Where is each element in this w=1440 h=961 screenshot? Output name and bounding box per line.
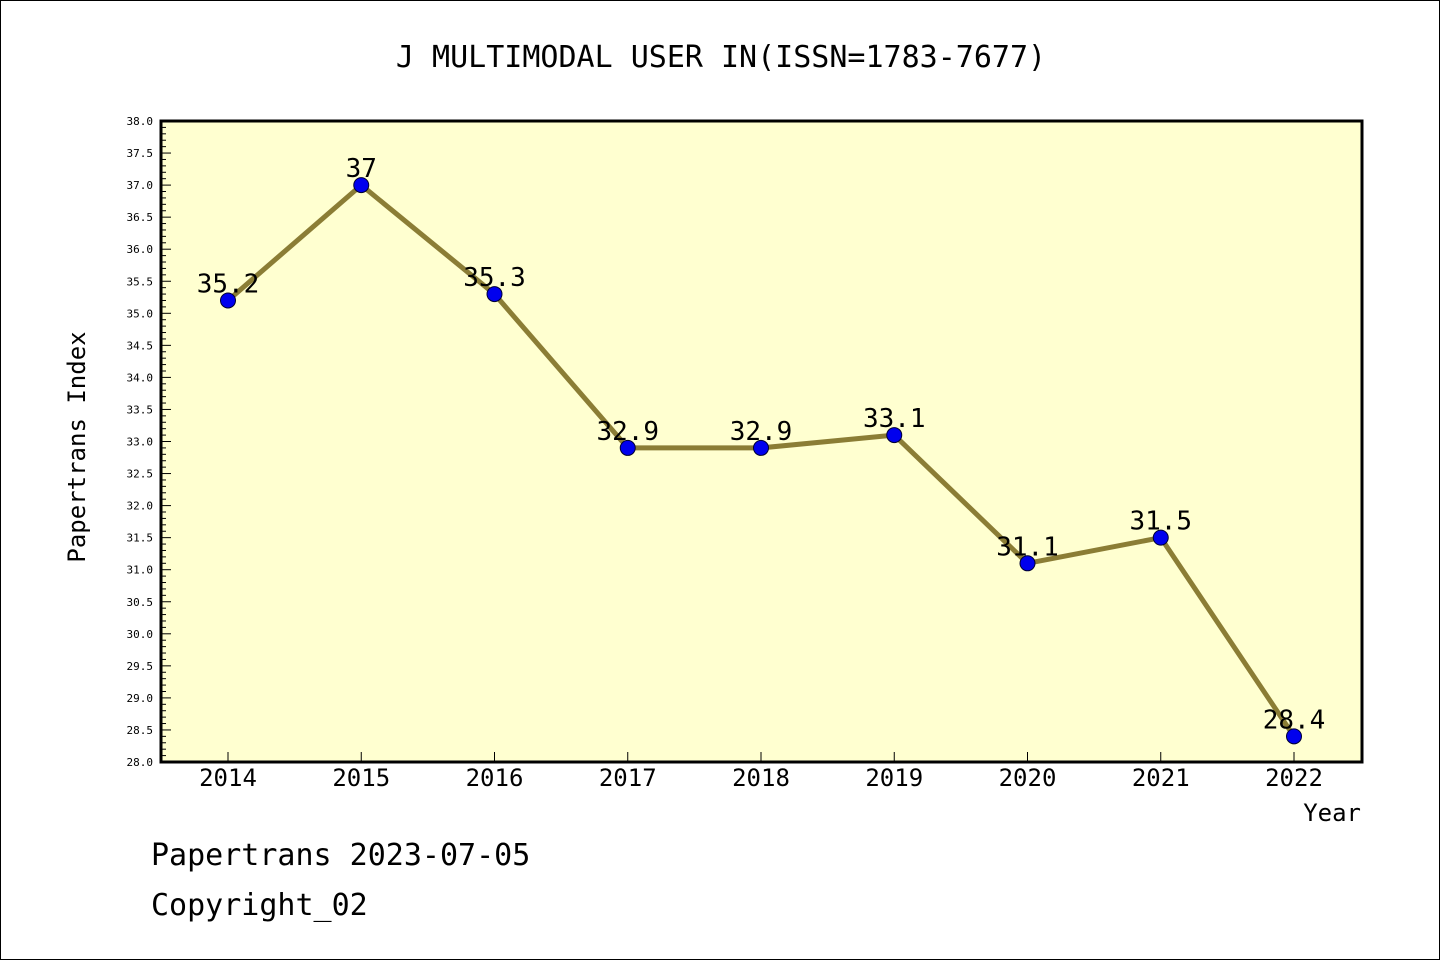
x-tick-label: 2022 <box>1265 764 1323 792</box>
data-point-marker <box>1286 728 1302 745</box>
y-tick-label: 32.5 <box>127 468 154 481</box>
x-axis-label: Year <box>1303 799 1361 827</box>
data-labels: 35.2 37 35.3 32.9 32.9 33.1 31.1 31.5 28.4 <box>197 154 1326 735</box>
data-point-marker <box>619 439 636 456</box>
y-tick-label: 34.0 <box>127 371 154 384</box>
y-tick-label: 38.0 <box>127 115 154 128</box>
y-tick-label: 37.5 <box>127 147 154 160</box>
y-axis-label: Papertrans Index <box>63 331 91 562</box>
y-tick-label: 35.5 <box>127 275 154 288</box>
footer-copyright: Copyright_02 <box>151 888 368 923</box>
x-tick-label: 2017 <box>599 764 657 792</box>
data-value-label: 37 <box>346 154 377 184</box>
y-tick-label: 31.0 <box>127 564 154 577</box>
y-tick-label: 30.0 <box>127 628 154 641</box>
x-tick-label: 2014 <box>199 764 257 792</box>
y-tick-label: 31.5 <box>127 532 154 545</box>
data-value-label: 31.5 <box>1129 507 1192 537</box>
data-value-label: 35.3 <box>463 263 526 293</box>
data-value-label: 32.9 <box>596 417 659 447</box>
y-tick-label: 29.5 <box>127 660 154 673</box>
y-tick-label: 36.5 <box>127 211 154 224</box>
data-point-marker <box>886 427 903 444</box>
y-tick-label: 30.5 <box>127 596 154 609</box>
data-value-label: 28.4 <box>1263 705 1326 735</box>
y-tick-label: 33.0 <box>127 436 154 449</box>
x-tick-label: 2016 <box>466 764 524 792</box>
y-tick-label: 35.0 <box>127 307 154 320</box>
x-tick-label: 2015 <box>332 764 390 792</box>
y-tick-label: 34.5 <box>127 339 154 352</box>
y-tick-label: 33.5 <box>127 403 154 416</box>
y-tick-label: 28.5 <box>127 724 154 737</box>
y-tick-label: 28.0 <box>127 756 154 769</box>
plot-border <box>159 119 1364 764</box>
data-point-marker <box>1152 529 1169 546</box>
data-value-label: 33.1 <box>863 404 926 434</box>
x-tick-label: 2018 <box>732 764 790 792</box>
y-tick-label: 37.0 <box>127 179 154 192</box>
data-markers <box>220 177 1302 745</box>
data-value-label: 31.1 <box>996 532 1059 562</box>
y-axis-ticks: 28.0 28.5 29.0 29.5 30.0 30.5 31.0 31.5 32.0 32.5… <box>127 115 171 769</box>
footer-date: Papertrans 2023-07-05 <box>151 838 530 873</box>
x-tick-label: 2019 <box>865 764 923 792</box>
data-point-marker <box>220 292 236 309</box>
data-point-marker <box>753 439 769 456</box>
data-point-marker <box>486 286 503 303</box>
x-tick-label: 2020 <box>999 764 1057 792</box>
data-value-label: 35.2 <box>197 269 260 299</box>
data-value-label: 32.9 <box>730 417 793 447</box>
y-tick-label: 36.0 <box>127 243 154 256</box>
y-tick-label: 29.0 <box>127 692 154 705</box>
x-tick-label: 2021 <box>1132 764 1190 792</box>
data-point-marker <box>353 177 370 194</box>
y-tick-label: 32.0 <box>127 500 154 513</box>
x-axis-ticks: 2014 2015 2016 2017 2018 2019 2020 2021 2022 <box>199 752 1323 792</box>
chart-title: J MULTIMODAL USER IN(ISSN=1783-7677) <box>396 40 1046 75</box>
data-point-marker <box>1019 555 1036 572</box>
